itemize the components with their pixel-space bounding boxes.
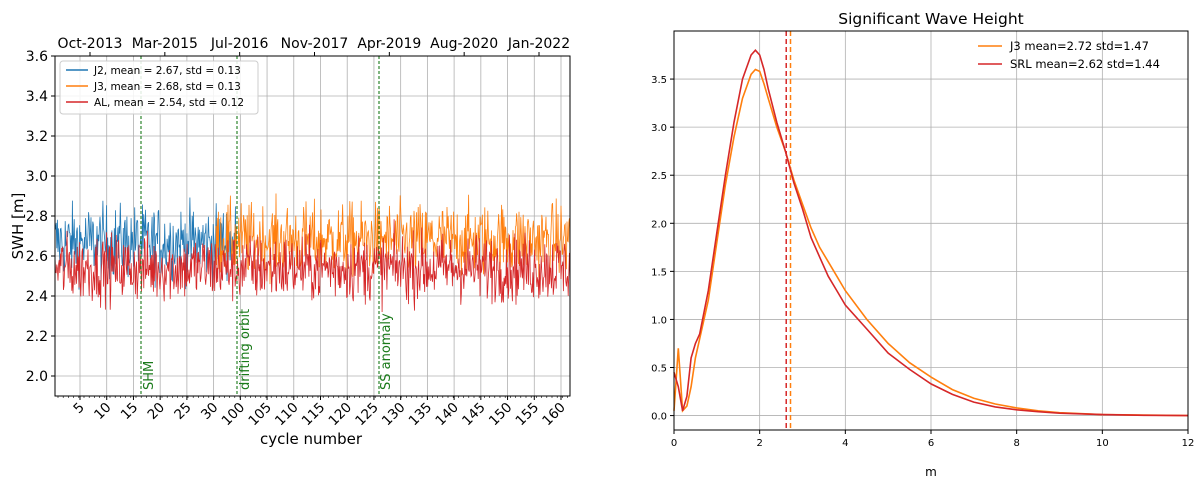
left-x-tick-label: 10 — [91, 400, 114, 423]
right-y-tick-label: 2.0 — [651, 219, 667, 230]
left-y-tick-label: 2.4 — [26, 289, 48, 305]
right-x-tick-label: 6 — [928, 438, 934, 449]
annotation-ss-anomaly: SS anomaly — [379, 313, 394, 390]
series-j3 — [215, 193, 571, 286]
hist-series-1 — [673, 49, 1189, 417]
left-x-tick-label: 105 — [245, 400, 275, 430]
left-x-tick-label: 5 — [70, 400, 87, 417]
left-x-tick-label: 30 — [198, 400, 221, 423]
left-x-ticks: 5 10 15 20 25 3010010511011512012513013514014… — [57, 396, 569, 430]
right-x-tick-label: 12 — [1182, 438, 1195, 449]
left-x-tick-label: 110 — [272, 400, 302, 430]
right-legend: J3 mean=2.72 std=1.47 SRL mean=2.62 std=… — [978, 39, 1160, 71]
left-x-tick-label: 100 — [219, 400, 249, 430]
left-y-tick-label: 3.4 — [26, 89, 48, 105]
left-y-tick-label: 2.0 — [26, 369, 48, 385]
left-top-date-label: Aug-2020 — [430, 36, 498, 52]
left-legend: J2, mean = 2.67, std = 0.13 J3, mean = 2… — [59, 60, 259, 115]
left-y-ticks: 2.0 2.2 2.4 2.6 2.8 3.0 3.2 3.4 3.6 — [26, 49, 55, 385]
legend-label-al: AL, mean = 2.54, std = 0.12 — [94, 97, 244, 109]
right-x-tick-label: 4 — [842, 438, 848, 449]
left-top-date-label: Jan-2022 — [507, 36, 570, 52]
left-y-tick-label: 2.2 — [26, 329, 48, 345]
left-x-axis-label: cycle number — [260, 430, 363, 448]
right-x-tick-label: 2 — [756, 438, 762, 449]
left-x-tick-label: 120 — [326, 400, 356, 430]
left-x-tick-label: 155 — [513, 400, 543, 430]
left-x-tick-label: 150 — [486, 400, 516, 430]
left-y-tick-label: 2.6 — [26, 249, 48, 265]
right-series — [673, 31, 1189, 430]
right-x-tick-label: 8 — [1013, 438, 1019, 449]
left-x-tick-label: 125 — [352, 400, 382, 430]
left-top-date-ticks: Oct-2013 Mar-2015 Jul-2016 Nov-2017 Apr-2019… — [58, 36, 570, 56]
left-x-tick-label: 145 — [459, 400, 489, 430]
right-y-tick-label: 0.0 — [651, 412, 667, 423]
left-y-tick-label: 3.6 — [26, 49, 48, 65]
left-y-tick-label: 2.8 — [26, 209, 48, 225]
left-x-tick-label: 130 — [379, 400, 409, 430]
right-x-tick-label: 10 — [1096, 438, 1109, 449]
right-y-tick-label: 2.5 — [651, 171, 667, 182]
left-top-date-label: Jul-2016 — [210, 36, 269, 52]
left-x-tick-label: 15 — [118, 400, 141, 423]
legend-label-j2: J2, mean = 2.67, std = 0.13 — [93, 65, 241, 77]
right-y-tick-label: 0.5 — [651, 364, 667, 375]
timeseries-chart: 2.02.22.42.62.83.03.23.43.6 5 10 15 20 25 301… — [9, 36, 571, 448]
right-y-tick-label: 3.5 — [651, 75, 667, 86]
histogram-chart: Significant Wave Height 0.0 0.5 1.0 1.5 2.0 2… — [651, 10, 1194, 479]
left-y-tick-label: 3.0 — [26, 169, 48, 185]
annotation-shm: SHM — [142, 361, 157, 390]
series-j2 — [54, 197, 237, 290]
annotation-drifting-orbit: drifting orbit — [238, 309, 253, 390]
right-y-tick-label: 1.0 — [651, 315, 667, 326]
right-y-tick-label: 1.5 — [651, 267, 667, 278]
left-top-date-label: Apr-2019 — [357, 36, 421, 52]
left-top-date-label: Oct-2013 — [58, 36, 123, 52]
series-al — [54, 219, 571, 313]
left-y-tick-label: 3.2 — [26, 129, 48, 145]
left-x-tick-label: 25 — [171, 400, 194, 423]
right-x-tick-label: 0 — [671, 438, 677, 449]
left-x-tick-label: 140 — [432, 400, 462, 430]
left-x-tick-label: 20 — [145, 400, 168, 423]
right-grid — [673, 31, 1189, 430]
left-x-tick-label: 160 — [539, 400, 569, 430]
right-y-tick-label: 3.0 — [651, 123, 667, 134]
left-y-axis-label: SWH [m] — [9, 193, 27, 260]
left-x-tick-label: 135 — [406, 400, 436, 430]
right-x-ticks: 0 2 4 6 8 10 12 — [671, 430, 1195, 449]
right-chart-title: Significant Wave Height — [838, 10, 1023, 28]
legend-label-j3-hist: J3 mean=2.72 std=1.47 — [1009, 39, 1149, 53]
legend-label-srl-hist: SRL mean=2.62 std=1.44 — [1010, 57, 1160, 71]
left-top-date-label: Nov-2017 — [281, 36, 349, 52]
left-x-tick-label: 115 — [299, 400, 329, 430]
right-y-ticks: 0.0 0.5 1.0 1.5 2.0 2.5 3.0 3.5 — [651, 75, 674, 423]
legend-label-j3: J3, mean = 2.68, std = 0.13 — [93, 81, 241, 93]
right-x-axis-label: m — [925, 465, 937, 479]
left-series — [54, 193, 571, 313]
left-top-date-label: Mar-2015 — [132, 36, 198, 52]
